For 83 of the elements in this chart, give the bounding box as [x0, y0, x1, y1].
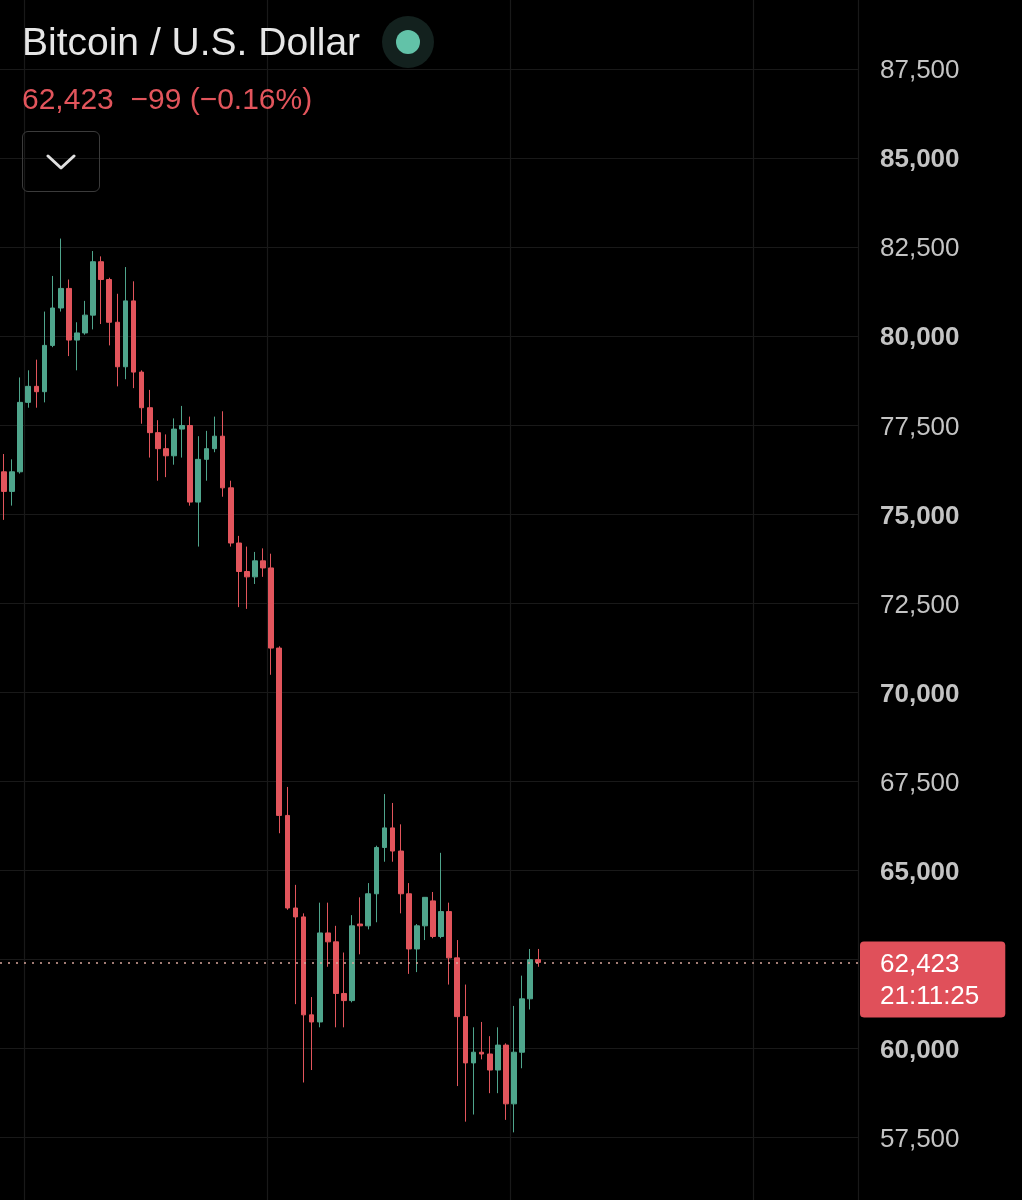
- candlestick: [446, 902, 452, 986]
- candlestick: [406, 882, 412, 975]
- candlestick: [260, 547, 266, 578]
- candlestick: [374, 845, 379, 923]
- candlestick: [106, 277, 112, 346]
- candlestick: [471, 1026, 476, 1116]
- candlestick: [171, 417, 177, 466]
- candlestick: [357, 896, 363, 955]
- candlestick: [244, 546, 250, 610]
- candlestick: [139, 369, 144, 425]
- y-tick-label: 77,500: [880, 410, 960, 441]
- candlestick: [511, 1005, 517, 1133]
- candlestick: [123, 266, 128, 380]
- candlestick: [430, 891, 436, 939]
- candlestick: [519, 975, 525, 1069]
- candlestick: [50, 275, 55, 348]
- candlestick: [535, 948, 541, 968]
- candlestick: [195, 435, 201, 548]
- text: 62,423 −99 (−0.16%): [22, 81, 313, 117]
- candlestick: [333, 925, 339, 1028]
- candlestick: [25, 369, 31, 409]
- candlestick: [495, 1026, 501, 1094]
- candlestick: [414, 923, 420, 973]
- candlestick: [341, 952, 347, 1028]
- candlestick: [325, 902, 331, 968]
- candlestick: [463, 984, 468, 1123]
- candlestick: [349, 914, 355, 1003]
- y-tick-label: 70,000: [880, 677, 960, 708]
- candlestick: [487, 1035, 493, 1094]
- y-tick-label: 57,500: [880, 1122, 960, 1153]
- candlestick: [527, 948, 533, 1010]
- candlestick: [82, 300, 88, 336]
- candlestick: [382, 793, 387, 863]
- candlestick: [503, 1042, 509, 1121]
- candlestick: [422, 896, 428, 941]
- candlestick: [58, 238, 64, 313]
- candlestick: [90, 250, 96, 330]
- candlestick: [228, 480, 234, 548]
- ref-line-label: 62,423: [880, 948, 960, 979]
- text: Bitcoin / U.S. Dollar: [22, 19, 361, 65]
- candlestick: [398, 823, 404, 914]
- candlestick: [204, 430, 209, 482]
- candlestick: [236, 535, 242, 608]
- candlestick: [252, 551, 258, 585]
- y-tick-label: 85,000: [880, 143, 960, 174]
- candlestick: [34, 359, 39, 409]
- candlestick: [317, 902, 323, 1028]
- candlestick: [66, 279, 72, 357]
- candlestick: [9, 458, 15, 507]
- candlestick: [438, 852, 444, 939]
- y-tick-label: 60,000: [880, 1033, 960, 1064]
- candlestick: [187, 416, 193, 507]
- y-tick-label: 87,500: [880, 54, 960, 85]
- candlestick: [390, 802, 395, 863]
- candlestick: [74, 321, 80, 371]
- y-tick-label: 75,000: [880, 499, 960, 530]
- candlestick: [17, 376, 23, 475]
- candlestick: [454, 939, 460, 1087]
- candlestick: [131, 280, 136, 389]
- candlestick: [98, 255, 104, 325]
- candlestick: [479, 1021, 484, 1060]
- candlestick: [365, 882, 371, 930]
- candlestick: [285, 786, 290, 911]
- candlestick: [155, 419, 161, 482]
- candlestick: [301, 912, 306, 1083]
- y-tick-label: 65,000: [880, 855, 960, 886]
- candlestick: [1, 453, 7, 521]
- y-tick-label: 72,500: [880, 588, 960, 619]
- y-tick-label: 67,500: [880, 766, 960, 797]
- candlestick: [276, 645, 282, 834]
- candlestick: [220, 410, 225, 498]
- candlestick: [147, 389, 153, 459]
- candlestick: [309, 996, 314, 1071]
- candlestick: [115, 293, 120, 387]
- candlestick: [212, 416, 217, 453]
- candlestick: [293, 884, 298, 1005]
- candlestick: [42, 311, 47, 403]
- y-tick-label: 82,500: [880, 232, 960, 263]
- candlestick: [163, 433, 169, 478]
- text: 21:11:25: [880, 980, 980, 1011]
- candlestick: [179, 405, 185, 459]
- y-tick-label: 80,000: [880, 321, 960, 352]
- candlestick: [268, 553, 274, 676]
